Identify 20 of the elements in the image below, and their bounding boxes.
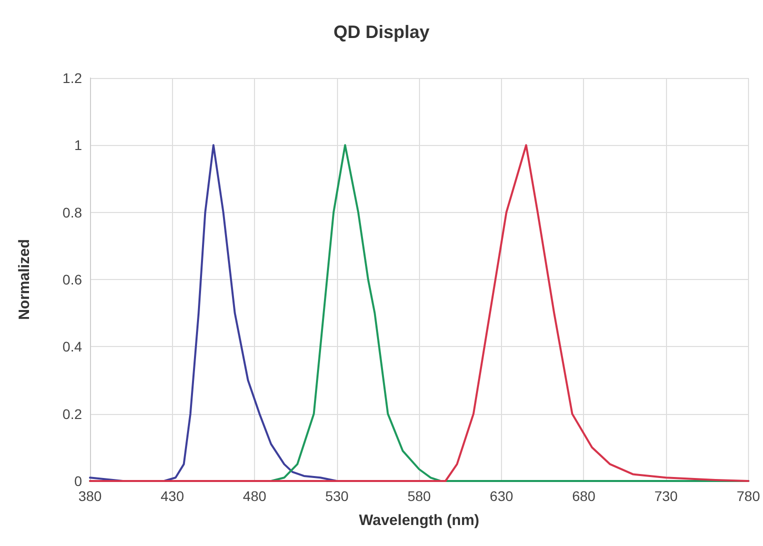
x-axis-title: Wavelength (nm) xyxy=(359,512,480,529)
x-tick-label: 530 xyxy=(325,488,349,504)
y-tick-label: 0.2 xyxy=(62,406,82,422)
x-tick-label: 580 xyxy=(407,488,432,504)
y-tick-label: 1 xyxy=(74,137,82,154)
line-series xyxy=(89,144,750,482)
x-tick-label: 430 xyxy=(160,488,184,504)
x-tick-label: 680 xyxy=(572,488,596,504)
chart-title: QD Display xyxy=(333,22,430,42)
x-tick-label: 630 xyxy=(490,488,514,504)
x-tick-label: 730 xyxy=(654,488,678,504)
x-tick-label: 380 xyxy=(78,488,102,504)
y-axis-title: Normalized xyxy=(16,239,33,320)
y-tick-label: 1.2 xyxy=(62,70,82,86)
x-tick-label: 480 xyxy=(242,488,266,504)
y-tick-label: 0.6 xyxy=(62,272,82,288)
y-tick-label: 0.4 xyxy=(62,338,82,355)
y-tick-label: 0 xyxy=(74,473,82,489)
y-tick-label: 0.8 xyxy=(62,204,82,220)
x-tick-label: 780 xyxy=(736,488,760,504)
